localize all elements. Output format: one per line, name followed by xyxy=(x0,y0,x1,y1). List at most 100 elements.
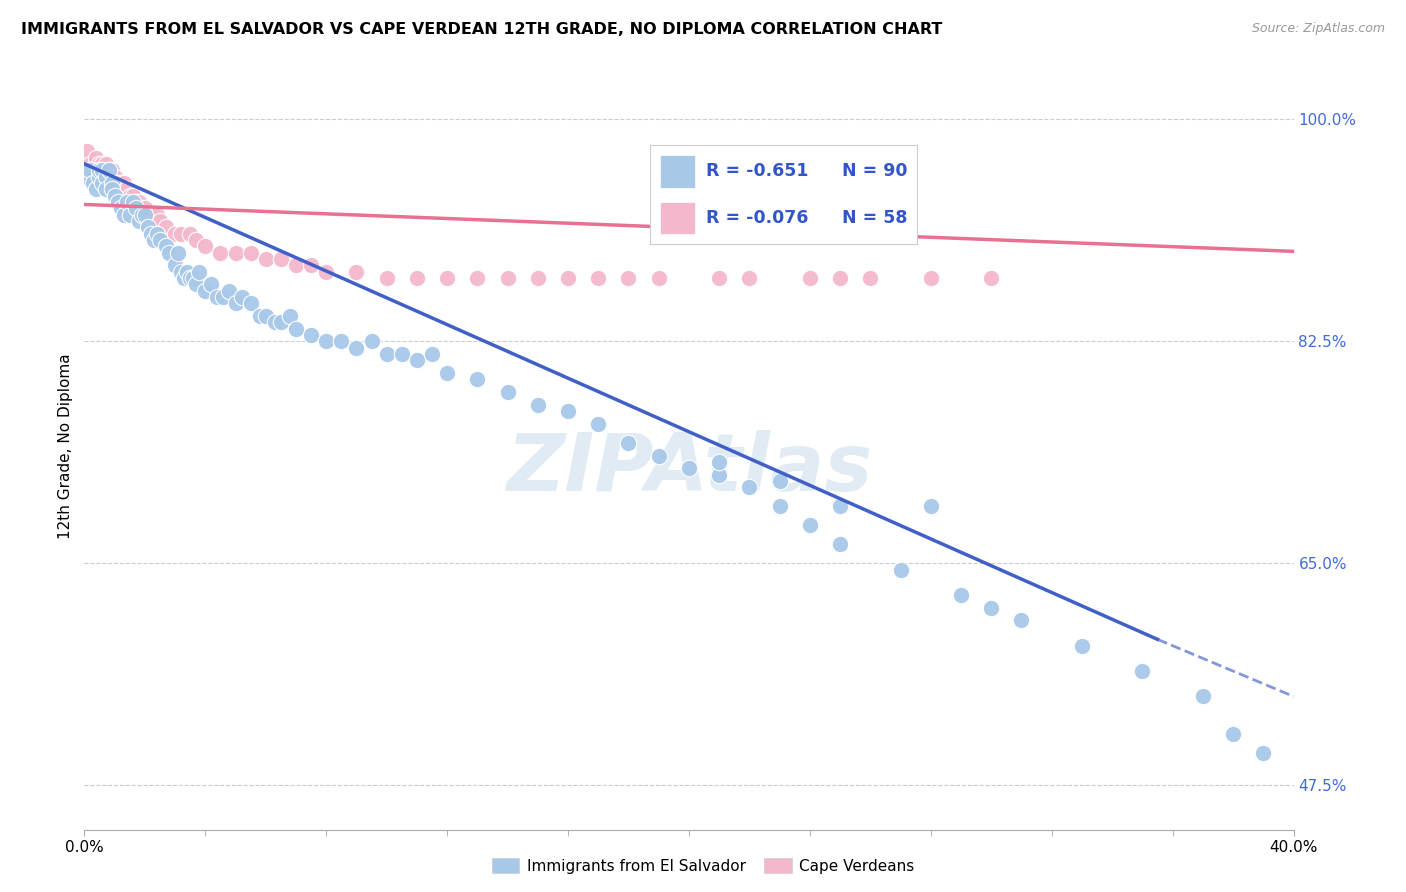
Point xyxy=(139,208,162,222)
Point xyxy=(115,194,138,209)
Legend: Immigrants from El Salvador, Cape Verdeans: Immigrants from El Salvador, Cape Verdea… xyxy=(485,852,921,880)
Point xyxy=(391,347,413,361)
Point xyxy=(121,188,143,202)
Point xyxy=(231,290,253,304)
Point xyxy=(134,201,156,215)
Point xyxy=(890,563,912,577)
Point xyxy=(79,157,101,171)
Point xyxy=(285,258,308,272)
Point xyxy=(128,214,150,228)
Point xyxy=(110,201,132,215)
Point xyxy=(285,322,308,336)
Point xyxy=(330,334,353,349)
Point xyxy=(212,290,235,304)
Point xyxy=(225,245,247,260)
Point xyxy=(950,588,973,602)
Point xyxy=(617,435,640,450)
Point xyxy=(406,271,429,285)
Point xyxy=(165,258,187,272)
Point xyxy=(115,182,138,196)
Point xyxy=(134,208,156,222)
Point xyxy=(648,449,671,463)
Point xyxy=(104,188,127,202)
Point xyxy=(112,176,135,190)
Point xyxy=(86,151,108,165)
Point xyxy=(980,271,1002,285)
Point xyxy=(188,265,211,279)
Point xyxy=(218,284,240,298)
Point xyxy=(239,245,262,260)
Point xyxy=(980,600,1002,615)
Point xyxy=(107,194,129,209)
Point xyxy=(94,169,117,184)
Point xyxy=(186,233,208,247)
Point xyxy=(346,341,368,355)
Point xyxy=(155,239,177,253)
Point xyxy=(299,258,322,272)
Point xyxy=(110,176,132,190)
Point xyxy=(112,208,135,222)
Point xyxy=(254,252,277,266)
Point xyxy=(239,296,262,310)
Point xyxy=(799,518,821,533)
Text: Source: ZipAtlas.com: Source: ZipAtlas.com xyxy=(1251,22,1385,36)
Point xyxy=(179,271,201,285)
Point xyxy=(82,176,104,190)
Point xyxy=(209,245,232,260)
Text: N = 58: N = 58 xyxy=(842,209,907,227)
Point xyxy=(94,182,117,196)
Point xyxy=(186,277,208,292)
Point xyxy=(527,271,550,285)
Point xyxy=(588,271,610,285)
Point xyxy=(588,417,610,431)
Point xyxy=(315,334,337,349)
Point xyxy=(278,309,301,323)
Point xyxy=(769,500,792,514)
FancyBboxPatch shape xyxy=(661,155,695,187)
Point xyxy=(648,271,671,285)
Point xyxy=(157,245,180,260)
Point xyxy=(194,284,217,298)
Point xyxy=(146,227,169,241)
Point xyxy=(709,455,731,469)
Text: IMMIGRANTS FROM EL SALVADOR VS CAPE VERDEAN 12TH GRADE, NO DIPLOMA CORRELATION C: IMMIGRANTS FROM EL SALVADOR VS CAPE VERD… xyxy=(21,22,942,37)
Point xyxy=(136,220,159,235)
Point xyxy=(249,309,271,323)
Point xyxy=(170,227,193,241)
Point xyxy=(173,271,195,285)
Point xyxy=(94,157,117,171)
Point xyxy=(167,245,190,260)
Point xyxy=(225,296,247,310)
Point xyxy=(859,271,882,285)
Point xyxy=(104,169,127,184)
Point xyxy=(1071,639,1094,653)
Point xyxy=(496,271,519,285)
Point xyxy=(179,227,201,241)
Point xyxy=(678,461,700,475)
Point xyxy=(375,271,398,285)
Point xyxy=(920,271,942,285)
Point xyxy=(125,201,148,215)
Point xyxy=(420,347,443,361)
Point xyxy=(155,220,177,235)
Point xyxy=(617,271,640,285)
Point xyxy=(142,233,165,247)
Point xyxy=(139,227,162,241)
Y-axis label: 12th Grade, No Diploma: 12th Grade, No Diploma xyxy=(58,353,73,539)
Point xyxy=(200,277,222,292)
Point xyxy=(830,537,852,551)
Point xyxy=(496,385,519,400)
Point xyxy=(194,239,217,253)
Point xyxy=(89,163,111,178)
Point xyxy=(263,315,285,329)
Point xyxy=(709,467,731,482)
Point xyxy=(467,271,489,285)
Point xyxy=(89,157,111,171)
Point xyxy=(799,271,821,285)
Point xyxy=(76,145,98,159)
Point xyxy=(86,182,108,196)
Point xyxy=(131,208,153,222)
Point xyxy=(76,169,98,184)
Point xyxy=(125,194,148,209)
Point xyxy=(149,233,172,247)
